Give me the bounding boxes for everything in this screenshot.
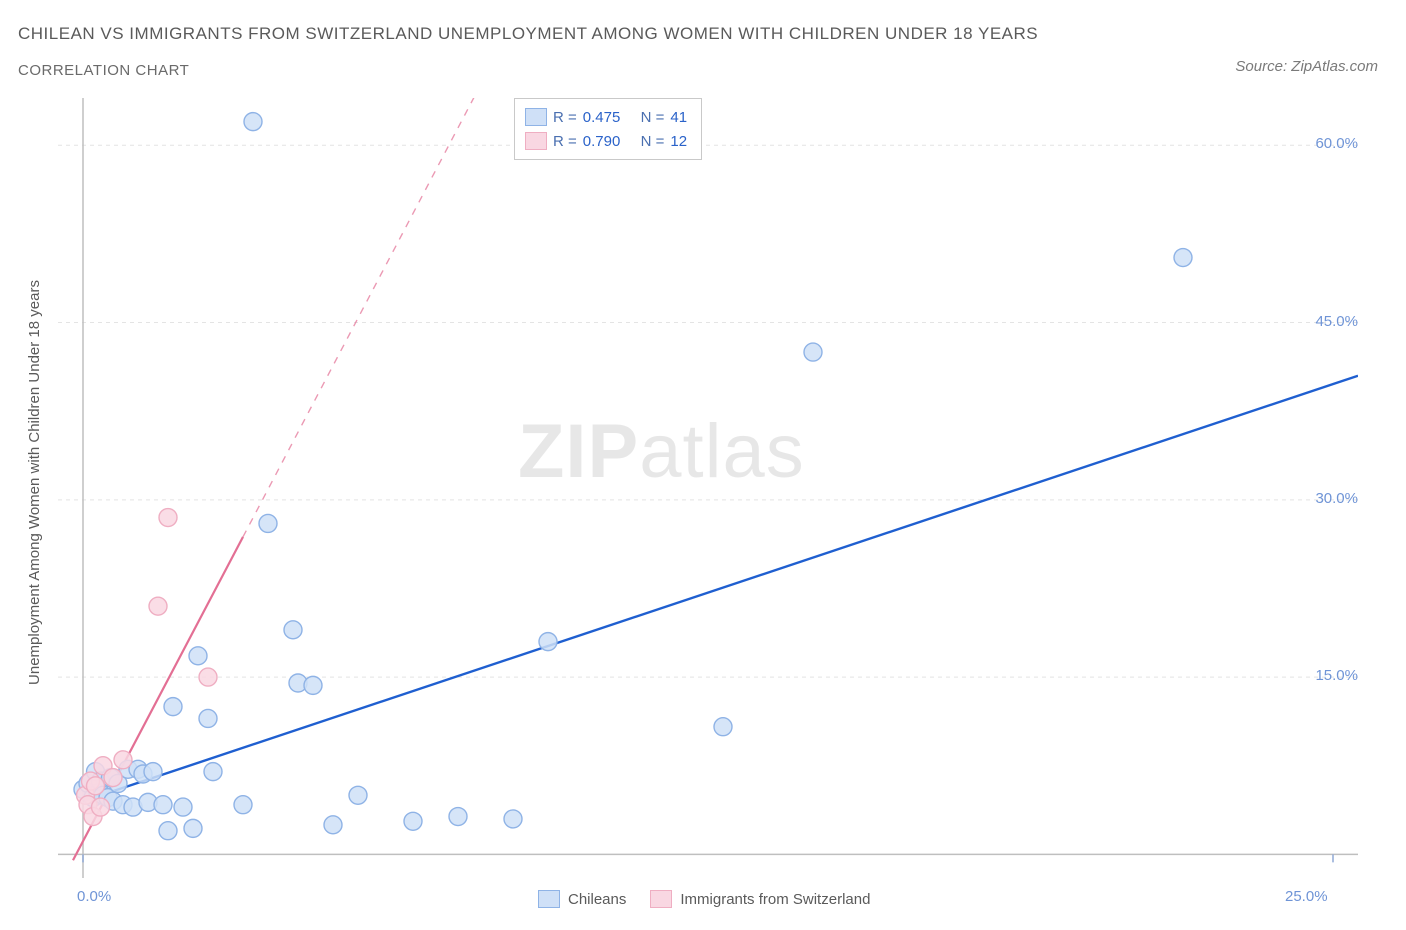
swatch-swiss-2	[650, 890, 672, 908]
series-legend: Chileans Immigrants from Switzerland	[538, 890, 870, 908]
y-tick-label: 15.0%	[1298, 667, 1358, 684]
legend-item-chileans: Chileans	[538, 890, 626, 908]
chart-title: CHILEAN VS IMMIGRANTS FROM SWITZERLAND U…	[18, 24, 1038, 44]
n-value-chileans: 41	[670, 109, 687, 126]
chart-subtitle: CORRELATION CHART	[18, 62, 189, 79]
stats-row-chileans: R = 0.475 N = 41	[525, 105, 687, 129]
n-label: N =	[641, 109, 665, 126]
swatch-chileans	[525, 108, 547, 126]
n-value-swiss: 12	[670, 133, 687, 150]
swatch-swiss	[525, 132, 547, 150]
scatter-svg	[58, 98, 1358, 878]
y-tick-label: 60.0%	[1298, 135, 1358, 152]
n-label-2: N =	[641, 133, 665, 150]
y-tick-label: 30.0%	[1298, 490, 1358, 507]
x-tick-label: 0.0%	[77, 888, 111, 905]
y-axis-label: Unemployment Among Women with Children U…	[18, 92, 50, 872]
source-prefix: Source:	[1235, 58, 1291, 75]
chart-container: CHILEAN VS IMMIGRANTS FROM SWITZERLAND U…	[0, 0, 1406, 930]
swatch-chileans-2	[538, 890, 560, 908]
legend-item-swiss: Immigrants from Switzerland	[650, 890, 870, 908]
r-label: R =	[553, 109, 577, 126]
r-label-2: R =	[553, 133, 577, 150]
r-value-chileans: 0.475	[583, 109, 621, 126]
y-tick-label: 45.0%	[1298, 313, 1358, 330]
legend-label-chileans: Chileans	[568, 891, 626, 908]
r-value-swiss: 0.790	[583, 133, 621, 150]
source-name: ZipAtlas.com	[1291, 58, 1378, 75]
stats-row-swiss: R = 0.790 N = 12	[525, 129, 687, 153]
plot-area: Unemployment Among Women with Children U…	[18, 92, 1388, 912]
x-tick-label: 25.0%	[1285, 888, 1328, 905]
legend-label-swiss: Immigrants from Switzerland	[680, 891, 870, 908]
stats-legend: R = 0.475 N = 41 R = 0.790 N = 12	[514, 98, 702, 160]
y-axis-label-text: Unemployment Among Women with Children U…	[26, 280, 43, 685]
source-credit: Source: ZipAtlas.com	[1235, 58, 1378, 75]
